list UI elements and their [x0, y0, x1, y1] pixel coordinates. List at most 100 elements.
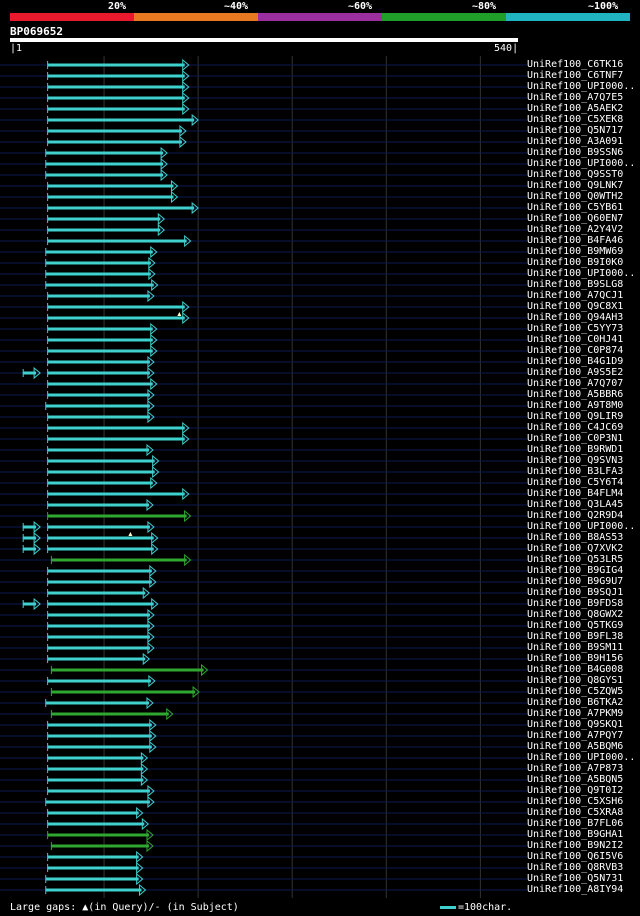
hit-name[interactable]: UniRef100_Q9SVN3	[527, 455, 624, 466]
hit-name[interactable]: UniRef100_C5XEK8	[527, 114, 624, 125]
hit-name[interactable]: UniRef100_UPI000..	[527, 81, 636, 92]
hit-name[interactable]: UniRef100_A9S5E2	[527, 367, 624, 378]
hit-name[interactable]: UniRef100_C4JC69	[527, 422, 624, 433]
hit-alignment	[47, 426, 185, 430]
hit-alignment	[47, 866, 139, 870]
hit-alignment	[47, 646, 150, 650]
hit-name[interactable]: UniRef100_B4FLM4	[527, 488, 624, 499]
hit-name[interactable]: UniRef100_Q0WTH2	[527, 191, 624, 202]
hit-name[interactable]: UniRef100_A7PKM9	[527, 708, 624, 719]
hit-alignment-arrow	[150, 245, 158, 259]
hit-name[interactable]: UniRef100_B9RWD1	[527, 444, 624, 455]
hit-name[interactable]: UniRef100_Q8RVB3	[527, 862, 624, 873]
hit-alignment-arrow	[182, 69, 190, 83]
hit-name[interactable]: UniRef100_C5Y6T4	[527, 477, 624, 488]
hit-name[interactable]: UniRef100_Q8GWX2	[527, 609, 624, 620]
hit-name[interactable]: UniRef100_B9H156	[527, 653, 624, 664]
hit-name[interactable]: UniRef100_Q5N717	[527, 125, 624, 136]
hit-name[interactable]: UniRef100_C5YY73	[527, 323, 624, 334]
hit-name[interactable]: UniRef100_A5BQM6	[527, 741, 624, 752]
hit-name[interactable]: UniRef100_B9SM11	[527, 642, 624, 653]
hit-alignment-arrow	[151, 597, 159, 611]
hit-name[interactable]: UniRef100_Q5TKG9	[527, 620, 624, 631]
hit-name[interactable]: UniRef100_C5YB61	[527, 202, 624, 213]
hit-name[interactable]: UniRef100_UPI000..	[527, 158, 636, 169]
hit-name[interactable]: UniRef100_C5XSH6	[527, 796, 624, 807]
hit-name[interactable]: UniRef100_B6TKA2	[527, 697, 624, 708]
hit-name[interactable]: UniRef100_Q9LNK7	[527, 180, 624, 191]
hit-name[interactable]: UniRef100_C5XRA8	[527, 807, 624, 818]
hit-name[interactable]: UniRef100_Q2R9D4	[527, 510, 624, 521]
hit-alignment-arrow	[146, 443, 154, 457]
hit-name[interactable]: UniRef100_C0P874	[527, 345, 624, 356]
hit-name[interactable]: UniRef100_B8AS53	[527, 532, 624, 543]
hit-name[interactable]: UniRef100_Q9LIR9	[527, 411, 624, 422]
hit-name[interactable]: UniRef100_Q9SKQ1	[527, 719, 624, 730]
hit-alignment	[47, 63, 185, 67]
hit-alignment-arrow	[150, 333, 158, 347]
hit-alignment	[47, 514, 187, 518]
hit-alignment	[45, 800, 150, 804]
hit-name[interactable]: UniRef100_Q94AH3	[527, 312, 624, 323]
query-gap-marker	[177, 312, 182, 316]
hit-name[interactable]: UniRef100_B9SQJ1	[527, 587, 624, 598]
hit-name[interactable]: UniRef100_A7QCJ1	[527, 290, 624, 301]
hit-name[interactable]: UniRef100_Q3LA45	[527, 499, 624, 510]
hit-name[interactable]: UniRef100_B9MW69	[527, 246, 624, 257]
hit-name[interactable]: UniRef100_Q6I5V6	[527, 851, 624, 862]
hit-name[interactable]: UniRef100_Q53LR5	[527, 554, 624, 565]
hit-name[interactable]: UniRef100_Q9SST0	[527, 169, 624, 180]
hit-alignment-arrow	[201, 663, 209, 677]
hit-alignment-arrow	[160, 168, 168, 182]
hit-name[interactable]: UniRef100_B9GHA1	[527, 829, 624, 840]
hit-name[interactable]: UniRef100_B9I0K0	[527, 257, 624, 268]
hit-name[interactable]: UniRef100_B9FL38	[527, 631, 624, 642]
hit-name[interactable]: UniRef100_UPI000..	[527, 521, 636, 532]
hit-name[interactable]: UniRef100_Q60EN7	[527, 213, 624, 224]
hit-name[interactable]: UniRef100_Q5N731	[527, 873, 624, 884]
hit-name[interactable]: UniRef100_A3A091	[527, 136, 624, 147]
hit-name[interactable]: UniRef100_C0P3N1	[527, 433, 624, 444]
hit-alignment	[47, 107, 185, 111]
hit-name[interactable]: UniRef100_B9SLG8	[527, 279, 624, 290]
hit-name[interactable]: UniRef100_B9G9U7	[527, 576, 624, 587]
hit-name[interactable]: UniRef100_C6TNF7	[527, 70, 624, 81]
hit-name[interactable]: UniRef100_A8IY94	[527, 884, 624, 895]
hit-name[interactable]: UniRef100_Q9C8X1	[527, 301, 624, 312]
hit-alignment-arrow	[147, 619, 155, 633]
hit-alignment	[47, 624, 150, 628]
hit-alignment-arrow	[147, 608, 155, 622]
hit-alignment-arrow	[184, 509, 192, 523]
hit-name[interactable]: UniRef100_A5BBR6	[527, 389, 624, 400]
hit-name[interactable]: UniRef100_A7Q7E5	[527, 92, 624, 103]
hit-name[interactable]: UniRef100_B4FA46	[527, 235, 624, 246]
hit-name[interactable]: UniRef100_A9T8M0	[527, 400, 624, 411]
hit-name[interactable]: UniRef100_A7Q707	[527, 378, 624, 389]
hit-alignment-arrow	[149, 575, 157, 589]
hit-name[interactable]: UniRef100_A7PQY7	[527, 730, 624, 741]
hit-name[interactable]: UniRef100_Q7XVK2	[527, 543, 624, 554]
hit-alignment-arrow	[140, 751, 149, 765]
hit-alignment-arrow	[191, 113, 199, 127]
hit-name[interactable]: UniRef100_B3LFA3	[527, 466, 624, 477]
hit-name[interactable]: UniRef100_UPI000..	[527, 752, 636, 763]
hit-name[interactable]: UniRef100_Q8GYS1	[527, 675, 624, 686]
hit-alignment-arrow	[182, 102, 190, 116]
hit-alignment	[45, 162, 164, 166]
hit-name[interactable]: UniRef100_Q9T0I2	[527, 785, 624, 796]
hit-name[interactable]: UniRef100_C0HJ41	[527, 334, 624, 345]
hit-name[interactable]: UniRef100_A7P873	[527, 763, 624, 774]
hit-name[interactable]: UniRef100_A2Y4V2	[527, 224, 624, 235]
hit-name[interactable]: UniRef100_C6TK16	[527, 59, 624, 70]
hit-name[interactable]: UniRef100_B7FL06	[527, 818, 624, 829]
hit-name[interactable]: UniRef100_B4G1D9	[527, 356, 624, 367]
hit-name[interactable]: UniRef100_UPI000..	[527, 268, 636, 279]
hit-name[interactable]: UniRef100_C5ZQW5	[527, 686, 624, 697]
hit-name[interactable]: UniRef100_B9FDS8	[527, 598, 624, 609]
hit-name[interactable]: UniRef100_B9GIG4	[527, 565, 624, 576]
hit-name[interactable]: UniRef100_B9SSN6	[527, 147, 624, 158]
hit-name[interactable]: UniRef100_B9N2I2	[527, 840, 624, 851]
hit-name[interactable]: UniRef100_A5AEK2	[527, 103, 624, 114]
hit-name[interactable]: UniRef100_A5BQN5	[527, 774, 624, 785]
hit-name[interactable]: UniRef100_B4G008	[527, 664, 624, 675]
